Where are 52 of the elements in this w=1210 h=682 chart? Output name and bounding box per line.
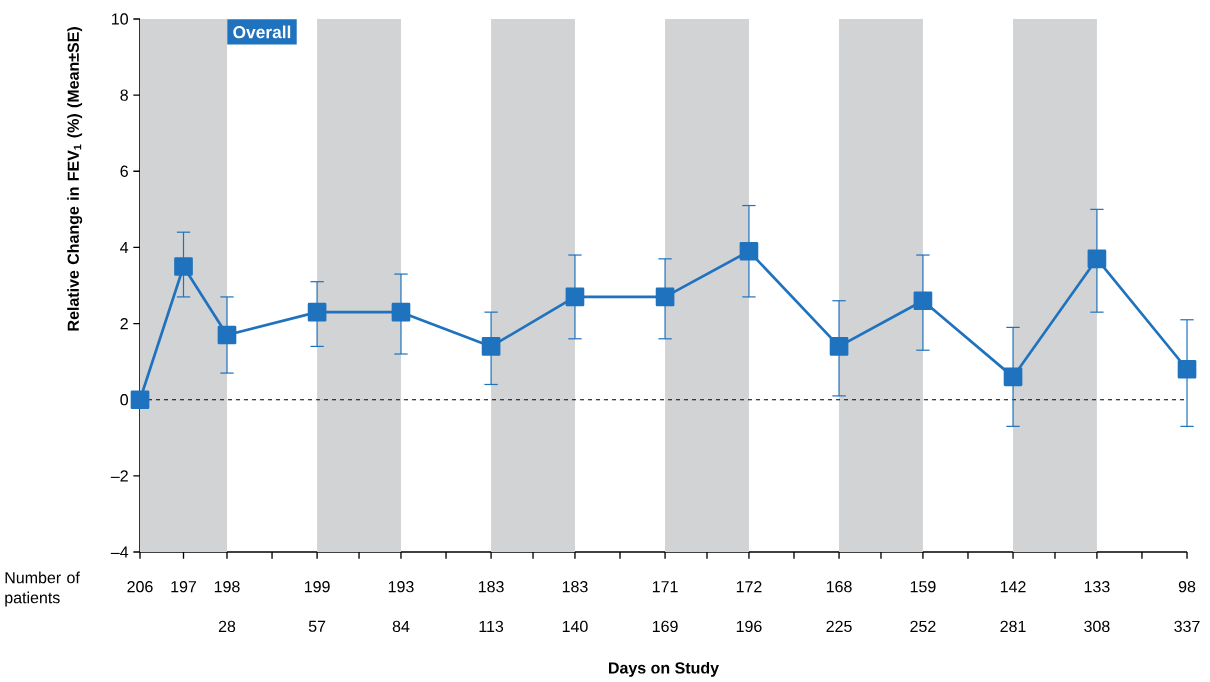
x-axis-title: Days on Study — [609, 661, 719, 677]
x-tick-label: 196 — [736, 620, 762, 633]
text: 168 — [826, 581, 852, 593]
x-tick-label: 84 — [392, 620, 410, 633]
point — [739, 241, 759, 261]
x-tick-label: 252 — [910, 620, 936, 633]
text: 199 — [304, 581, 330, 593]
text: Number of patients — [5, 571, 80, 607]
y-tick-label: –2 — [110, 470, 128, 482]
y-tick-label: 10 — [112, 13, 128, 25]
text: 183 — [562, 581, 588, 593]
y-tick-label: 2 — [120, 317, 128, 330]
x-tick-label: 337 — [1174, 620, 1200, 633]
x-tick-label: 28 — [218, 620, 236, 633]
point — [307, 302, 327, 322]
point — [1087, 249, 1107, 269]
chart-title: Overall — [233, 25, 291, 39]
point — [174, 257, 193, 276]
text: 197 — [171, 581, 197, 593]
text: 172 — [736, 581, 762, 593]
text: 183 — [478, 581, 504, 593]
point — [913, 291, 933, 311]
x-tick-label: 169 — [652, 620, 678, 633]
x-tick-label: 308 — [1084, 620, 1110, 633]
text: 171 — [652, 581, 678, 593]
point — [1003, 367, 1023, 387]
text: 159 — [910, 581, 936, 593]
x-tick-label: 57 — [308, 620, 326, 632]
point — [130, 390, 150, 410]
text: 206 — [127, 581, 153, 593]
x-tick-label: 113 — [479, 620, 504, 633]
text: 193 — [388, 581, 414, 593]
point — [565, 287, 585, 307]
x-tick-label: 140 — [562, 620, 588, 633]
text: 142 — [1000, 581, 1026, 593]
point — [829, 337, 849, 356]
x-tick-label: 281 — [1000, 620, 1026, 633]
y-axis-title: Relative Change in FEV$_{1}$ (%) (Mean±SE) — [67, 27, 83, 331]
point — [391, 302, 411, 322]
text: 98 — [1178, 581, 1196, 593]
y-tick-label: –4 — [110, 546, 129, 558]
y-tick-label: 8 — [120, 89, 128, 101]
text: 133 — [1084, 581, 1110, 593]
y-tick-label: 4 — [120, 241, 129, 253]
point — [1177, 359, 1197, 379]
x-tick-label: 225 — [826, 620, 852, 633]
point — [481, 337, 501, 356]
point — [655, 287, 675, 307]
point — [217, 325, 237, 345]
text: 198 — [214, 581, 240, 593]
y-tick-label: 0 — [120, 394, 129, 406]
y-tick-label: 6 — [120, 165, 128, 177]
